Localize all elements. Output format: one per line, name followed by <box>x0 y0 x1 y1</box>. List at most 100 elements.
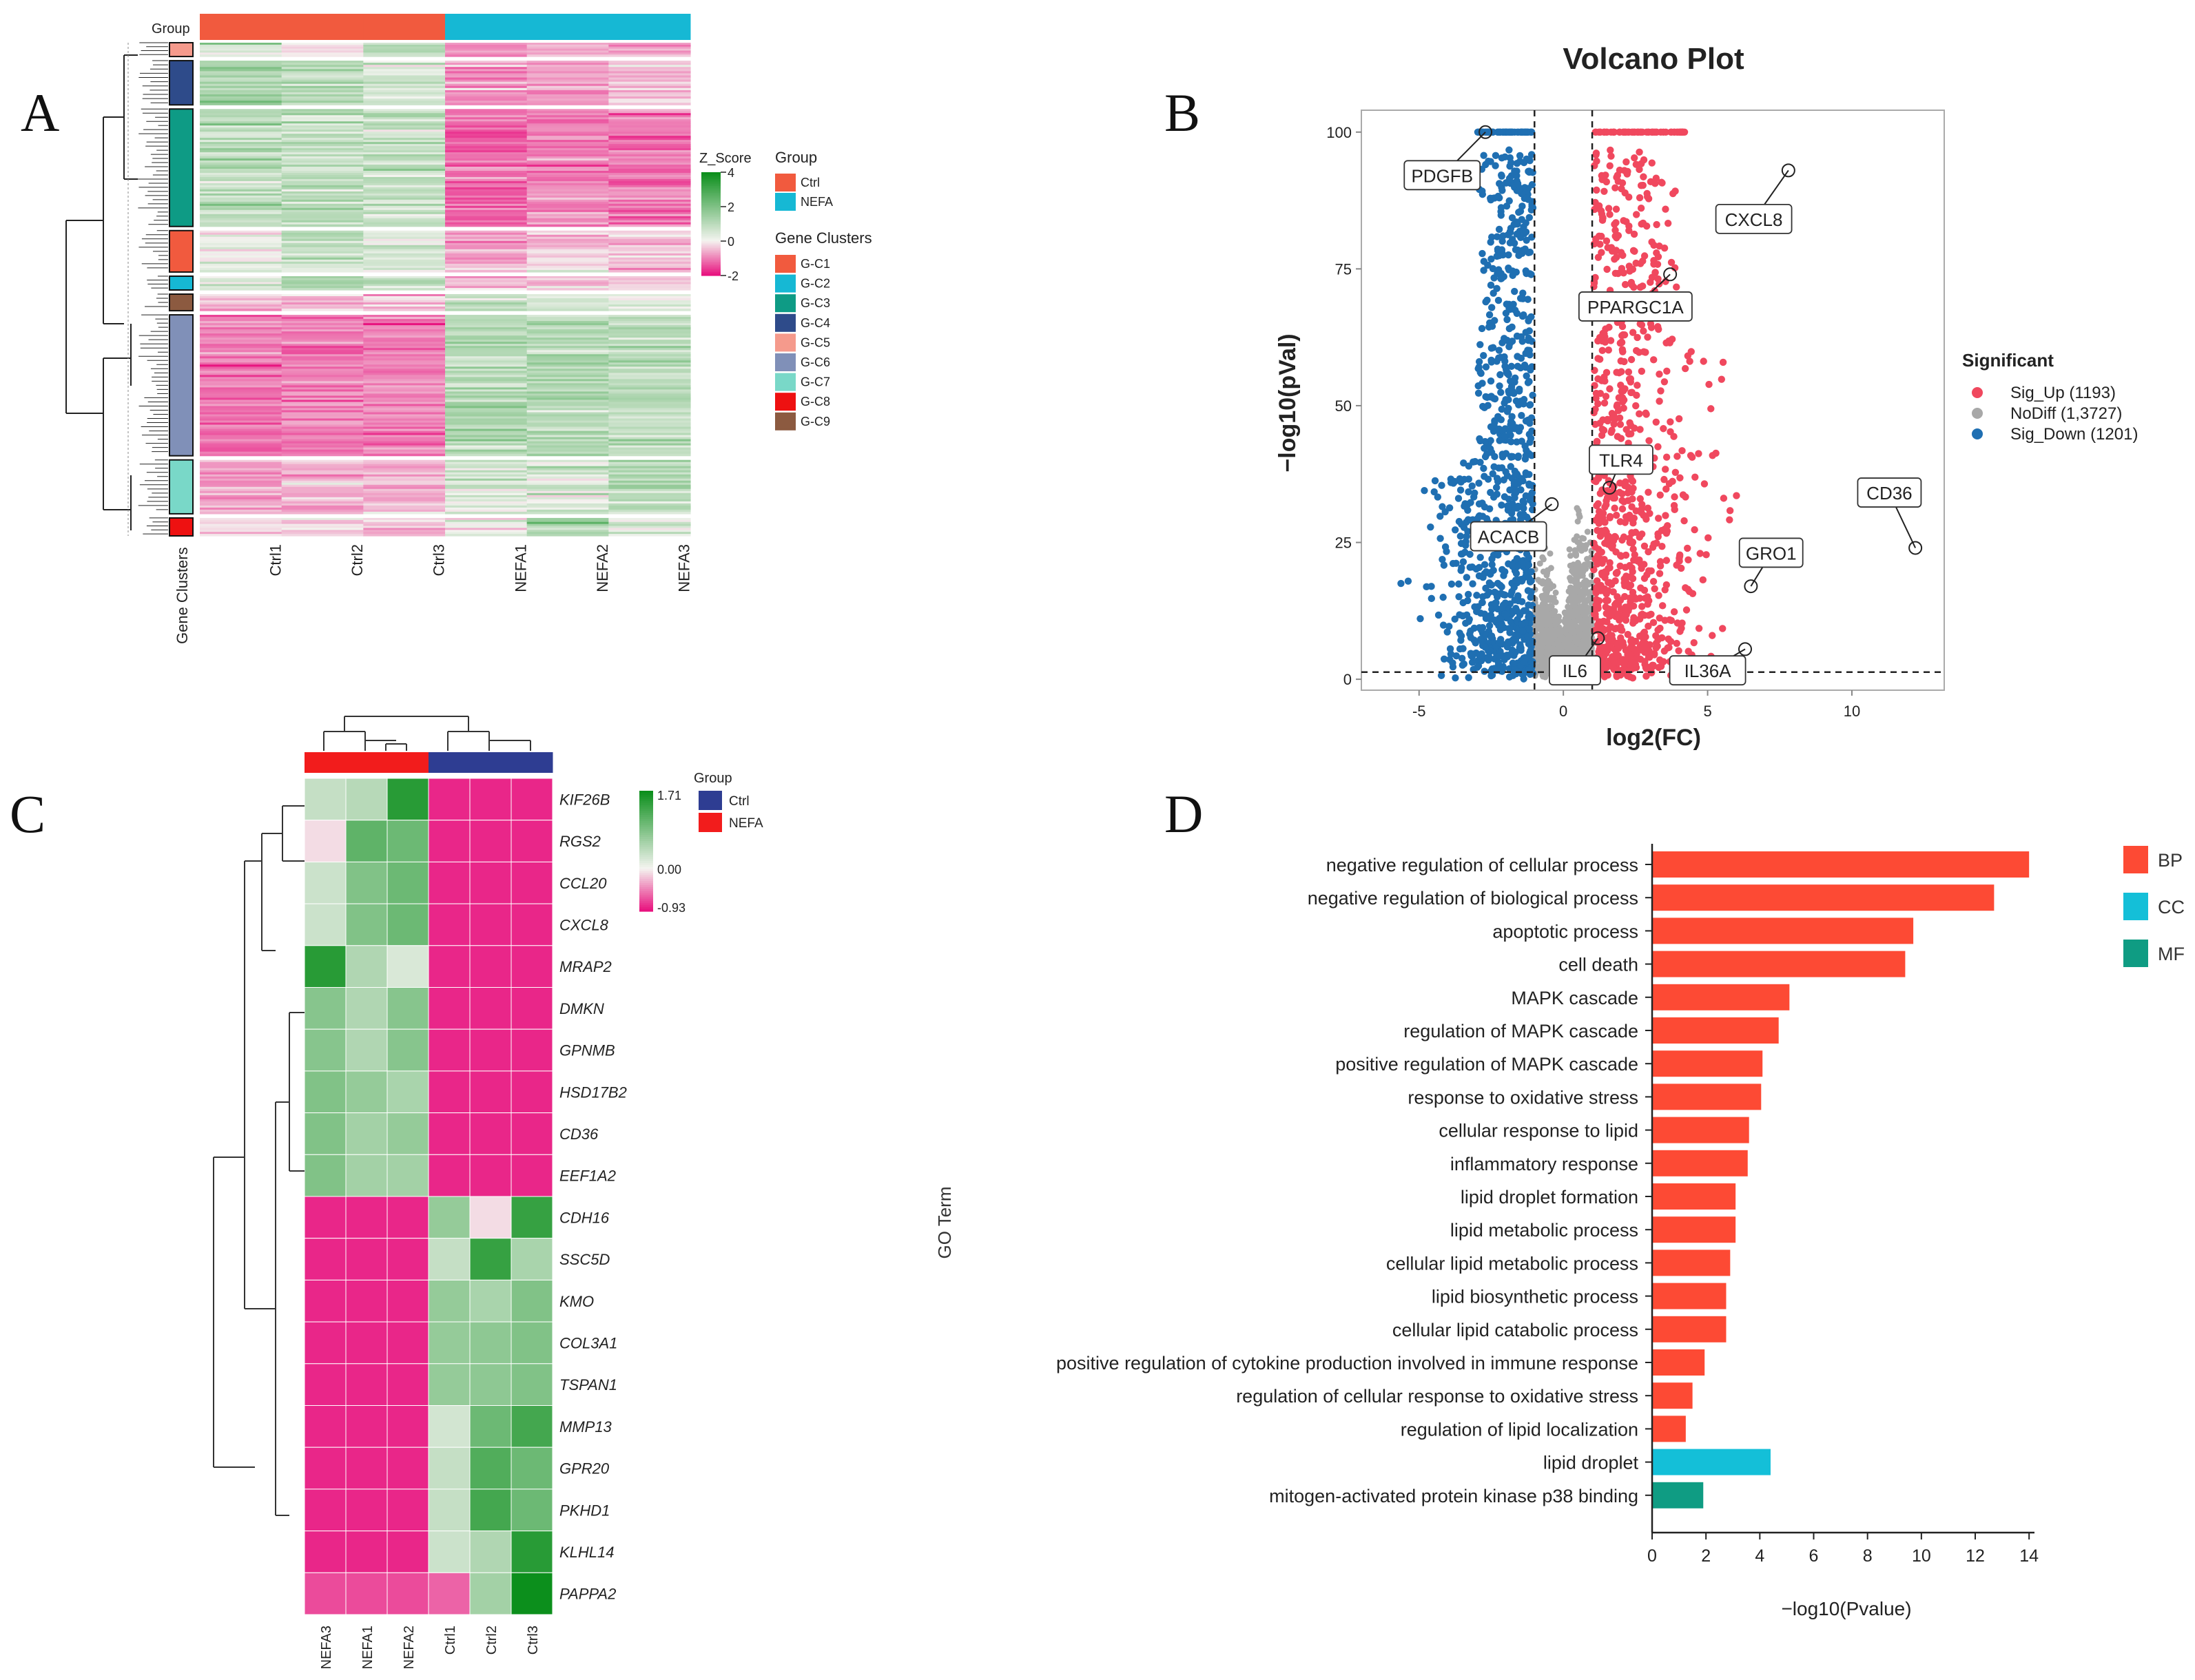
heatmap-a-cell <box>608 352 691 355</box>
sig-up-point <box>1662 453 1671 461</box>
sig-up-point <box>1631 656 1639 663</box>
sig-down-point <box>1509 562 1516 570</box>
heatmap-a-cell <box>200 211 282 215</box>
heatmap-a-cell <box>200 92 282 95</box>
heatmap-a-cell <box>281 140 364 143</box>
heatmap-a-cell <box>608 433 691 436</box>
sig-down-point <box>1461 475 1468 484</box>
heatmap-a-cell <box>281 507 364 510</box>
zscore-gradient-step <box>701 253 721 256</box>
sig-up-point <box>1647 178 1655 186</box>
sig-up-point <box>1645 437 1653 444</box>
heatmap-a-cell <box>363 255 446 258</box>
heatmap-a-cell <box>281 521 364 525</box>
heatmap-a-cell <box>281 492 364 496</box>
heatmap-a-cell <box>445 317 528 320</box>
heatmap-a-cell <box>445 43 528 45</box>
sig-up-point <box>1707 405 1715 413</box>
heatmap-a-cell <box>363 298 446 301</box>
heatmap-a-cell <box>281 236 364 240</box>
heatmap-a-cell <box>445 174 528 178</box>
sig-down-point <box>1487 281 1495 289</box>
heatmap-a-cell <box>363 191 446 194</box>
heatmap-a-cell <box>608 207 691 211</box>
heatmap-a-cell <box>281 331 364 334</box>
heatmap-a-cell <box>200 476 282 479</box>
sig-up-point <box>1649 578 1658 585</box>
heatmap-a-cell <box>445 410 528 413</box>
heatmap-a-cell <box>363 259 446 262</box>
heatmap-a-cell <box>526 165 609 167</box>
heatmap-a-cell <box>363 257 446 260</box>
sig-up-point <box>1639 219 1647 227</box>
heatmap-a-cell <box>445 65 528 68</box>
heatmap-a-cell <box>363 193 446 196</box>
heatmap-a-cell <box>608 109 691 112</box>
heatmap-a-cell <box>445 160 528 163</box>
heatmap-a-cell <box>445 276 528 279</box>
heatmap-a-cell <box>363 185 446 188</box>
nodiff-point <box>1567 634 1574 641</box>
heatmap-a-cell <box>200 296 282 299</box>
sig-up-point <box>1644 333 1651 341</box>
sig-down-point <box>1496 652 1503 660</box>
heatmap-a-cell <box>281 325 364 328</box>
heatmap-a-cell <box>608 148 691 151</box>
sig-up-point <box>1651 585 1658 592</box>
nodiff-point <box>1556 650 1563 656</box>
heatmap-a-cell <box>445 447 528 450</box>
heatmap-a-cell <box>200 214 282 217</box>
heatmap-a-cell <box>445 391 528 395</box>
heatmap-a-cell <box>445 472 528 475</box>
zscore-gradient-step <box>701 210 721 213</box>
heatmap-a-cell <box>445 433 528 436</box>
sig-down-point <box>1480 351 1487 360</box>
sig-down-point <box>1443 548 1450 555</box>
heatmap-a-cell <box>608 472 691 475</box>
heatmap-a-cell <box>445 284 528 287</box>
zscore-gradient-step <box>701 222 721 225</box>
heatmap-a-cell <box>445 371 528 373</box>
heatmap-a-cell <box>526 169 609 172</box>
heatmap-a-cell <box>608 511 691 515</box>
heatmap-a-cell <box>608 478 691 481</box>
heatmap-a-cell <box>608 395 691 399</box>
heatmap-a-cell <box>200 94 282 97</box>
heatmap-a-cell <box>608 111 691 114</box>
cluster-bar-g-c8 <box>169 517 194 537</box>
heatmap-a-cell <box>200 534 282 537</box>
heatmap-a-cell <box>363 414 446 417</box>
heatmap-a-cell <box>281 240 364 244</box>
heatmap-a-cell <box>526 476 609 479</box>
heatmap-a-cell <box>200 385 282 388</box>
heatmap-a-cell <box>526 111 609 114</box>
heatmap-a-cell <box>445 201 528 205</box>
zscore-gradient-step <box>701 218 721 221</box>
heatmap-a-cell <box>445 490 528 494</box>
heatmap-a-cell <box>200 207 282 211</box>
sig-up-point <box>1636 495 1645 503</box>
heatmap-a-cell <box>363 443 446 446</box>
heatmap-a-cell <box>363 521 446 525</box>
sig-down-point <box>1511 307 1519 314</box>
heatmap-a-cell <box>608 253 691 256</box>
heatmap-a-cell <box>608 480 691 484</box>
heatmap-a-cell <box>281 358 364 361</box>
heatmap-a-cell <box>445 385 528 388</box>
heatmap-a-cell <box>445 92 528 95</box>
heatmap-a-cell <box>526 203 609 207</box>
heatmap-a-cell <box>281 154 364 157</box>
heatmap-a-cell <box>608 63 691 65</box>
heatmap-a-cell <box>363 492 446 496</box>
heatmap-a-cell <box>281 466 364 469</box>
sig-up-point <box>1631 154 1638 162</box>
heatmap-a-cell <box>526 393 609 397</box>
zscore-legend-title: Z_Score <box>699 151 752 166</box>
sig-up-point <box>1613 570 1620 577</box>
heatmap-a-cell <box>526 98 609 101</box>
sig-down-point <box>1503 315 1511 324</box>
heatmap-a-cell <box>526 459 609 463</box>
heatmap-a-cell <box>608 307 691 309</box>
heatmap-a-cell <box>200 280 282 283</box>
sig-up-point <box>1625 603 1633 611</box>
